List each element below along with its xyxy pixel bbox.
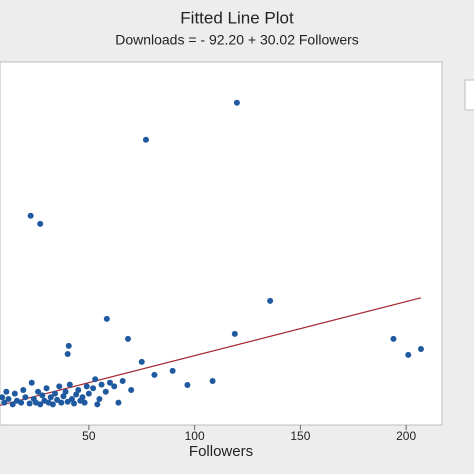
point bbox=[68, 396, 75, 402]
x-tick-label: 50 bbox=[82, 429, 96, 443]
point bbox=[1, 399, 8, 406]
point bbox=[47, 394, 54, 401]
point bbox=[81, 399, 88, 406]
point bbox=[98, 381, 105, 388]
point bbox=[151, 371, 158, 378]
point bbox=[83, 383, 90, 390]
point bbox=[103, 315, 110, 322]
point bbox=[79, 394, 86, 401]
point bbox=[128, 387, 135, 393]
point bbox=[0, 394, 6, 401]
point bbox=[37, 220, 44, 227]
point bbox=[64, 351, 71, 357]
point bbox=[71, 400, 78, 407]
point bbox=[94, 401, 101, 408]
point bbox=[49, 401, 56, 408]
point bbox=[60, 393, 67, 400]
point bbox=[138, 358, 145, 365]
legend-panel bbox=[464, 79, 474, 111]
point bbox=[27, 212, 34, 219]
point bbox=[66, 381, 73, 388]
chart-subtitle: Downloads = - 92.20 + 30.02 Followers bbox=[115, 32, 359, 48]
point bbox=[26, 400, 33, 407]
point bbox=[58, 399, 65, 406]
point bbox=[417, 345, 424, 352]
x-tick-label: 150 bbox=[290, 429, 310, 443]
point bbox=[231, 330, 238, 337]
point bbox=[75, 387, 82, 393]
point bbox=[111, 383, 118, 390]
point bbox=[28, 379, 35, 386]
point bbox=[92, 376, 99, 383]
point bbox=[35, 388, 42, 395]
point bbox=[142, 136, 149, 143]
point bbox=[115, 399, 122, 406]
point bbox=[184, 381, 191, 388]
point bbox=[119, 378, 126, 384]
x-tick-label: 200 bbox=[396, 429, 416, 443]
point bbox=[267, 297, 274, 304]
x-tick-label: 100 bbox=[185, 429, 205, 443]
point bbox=[56, 383, 63, 390]
point bbox=[39, 392, 46, 399]
x-axis-label: Followers bbox=[189, 443, 253, 460]
point bbox=[20, 387, 27, 393]
point bbox=[96, 396, 103, 402]
point bbox=[43, 385, 50, 392]
point bbox=[73, 391, 80, 398]
point bbox=[18, 399, 25, 406]
point bbox=[37, 401, 44, 408]
point bbox=[169, 367, 176, 374]
point bbox=[62, 388, 69, 395]
point bbox=[102, 388, 109, 395]
point bbox=[52, 390, 58, 397]
point bbox=[5, 396, 12, 402]
point bbox=[209, 378, 216, 384]
point bbox=[65, 342, 72, 349]
point bbox=[390, 335, 397, 342]
plot-area bbox=[0, 61, 443, 426]
point bbox=[9, 401, 16, 408]
point bbox=[107, 379, 113, 386]
point bbox=[405, 351, 412, 358]
point bbox=[11, 390, 18, 397]
point bbox=[85, 390, 92, 397]
point bbox=[124, 335, 131, 342]
point bbox=[22, 394, 29, 401]
chart-title: Fitted Line Plot bbox=[180, 8, 294, 27]
point bbox=[233, 99, 240, 106]
point bbox=[3, 388, 10, 395]
point bbox=[90, 385, 97, 392]
